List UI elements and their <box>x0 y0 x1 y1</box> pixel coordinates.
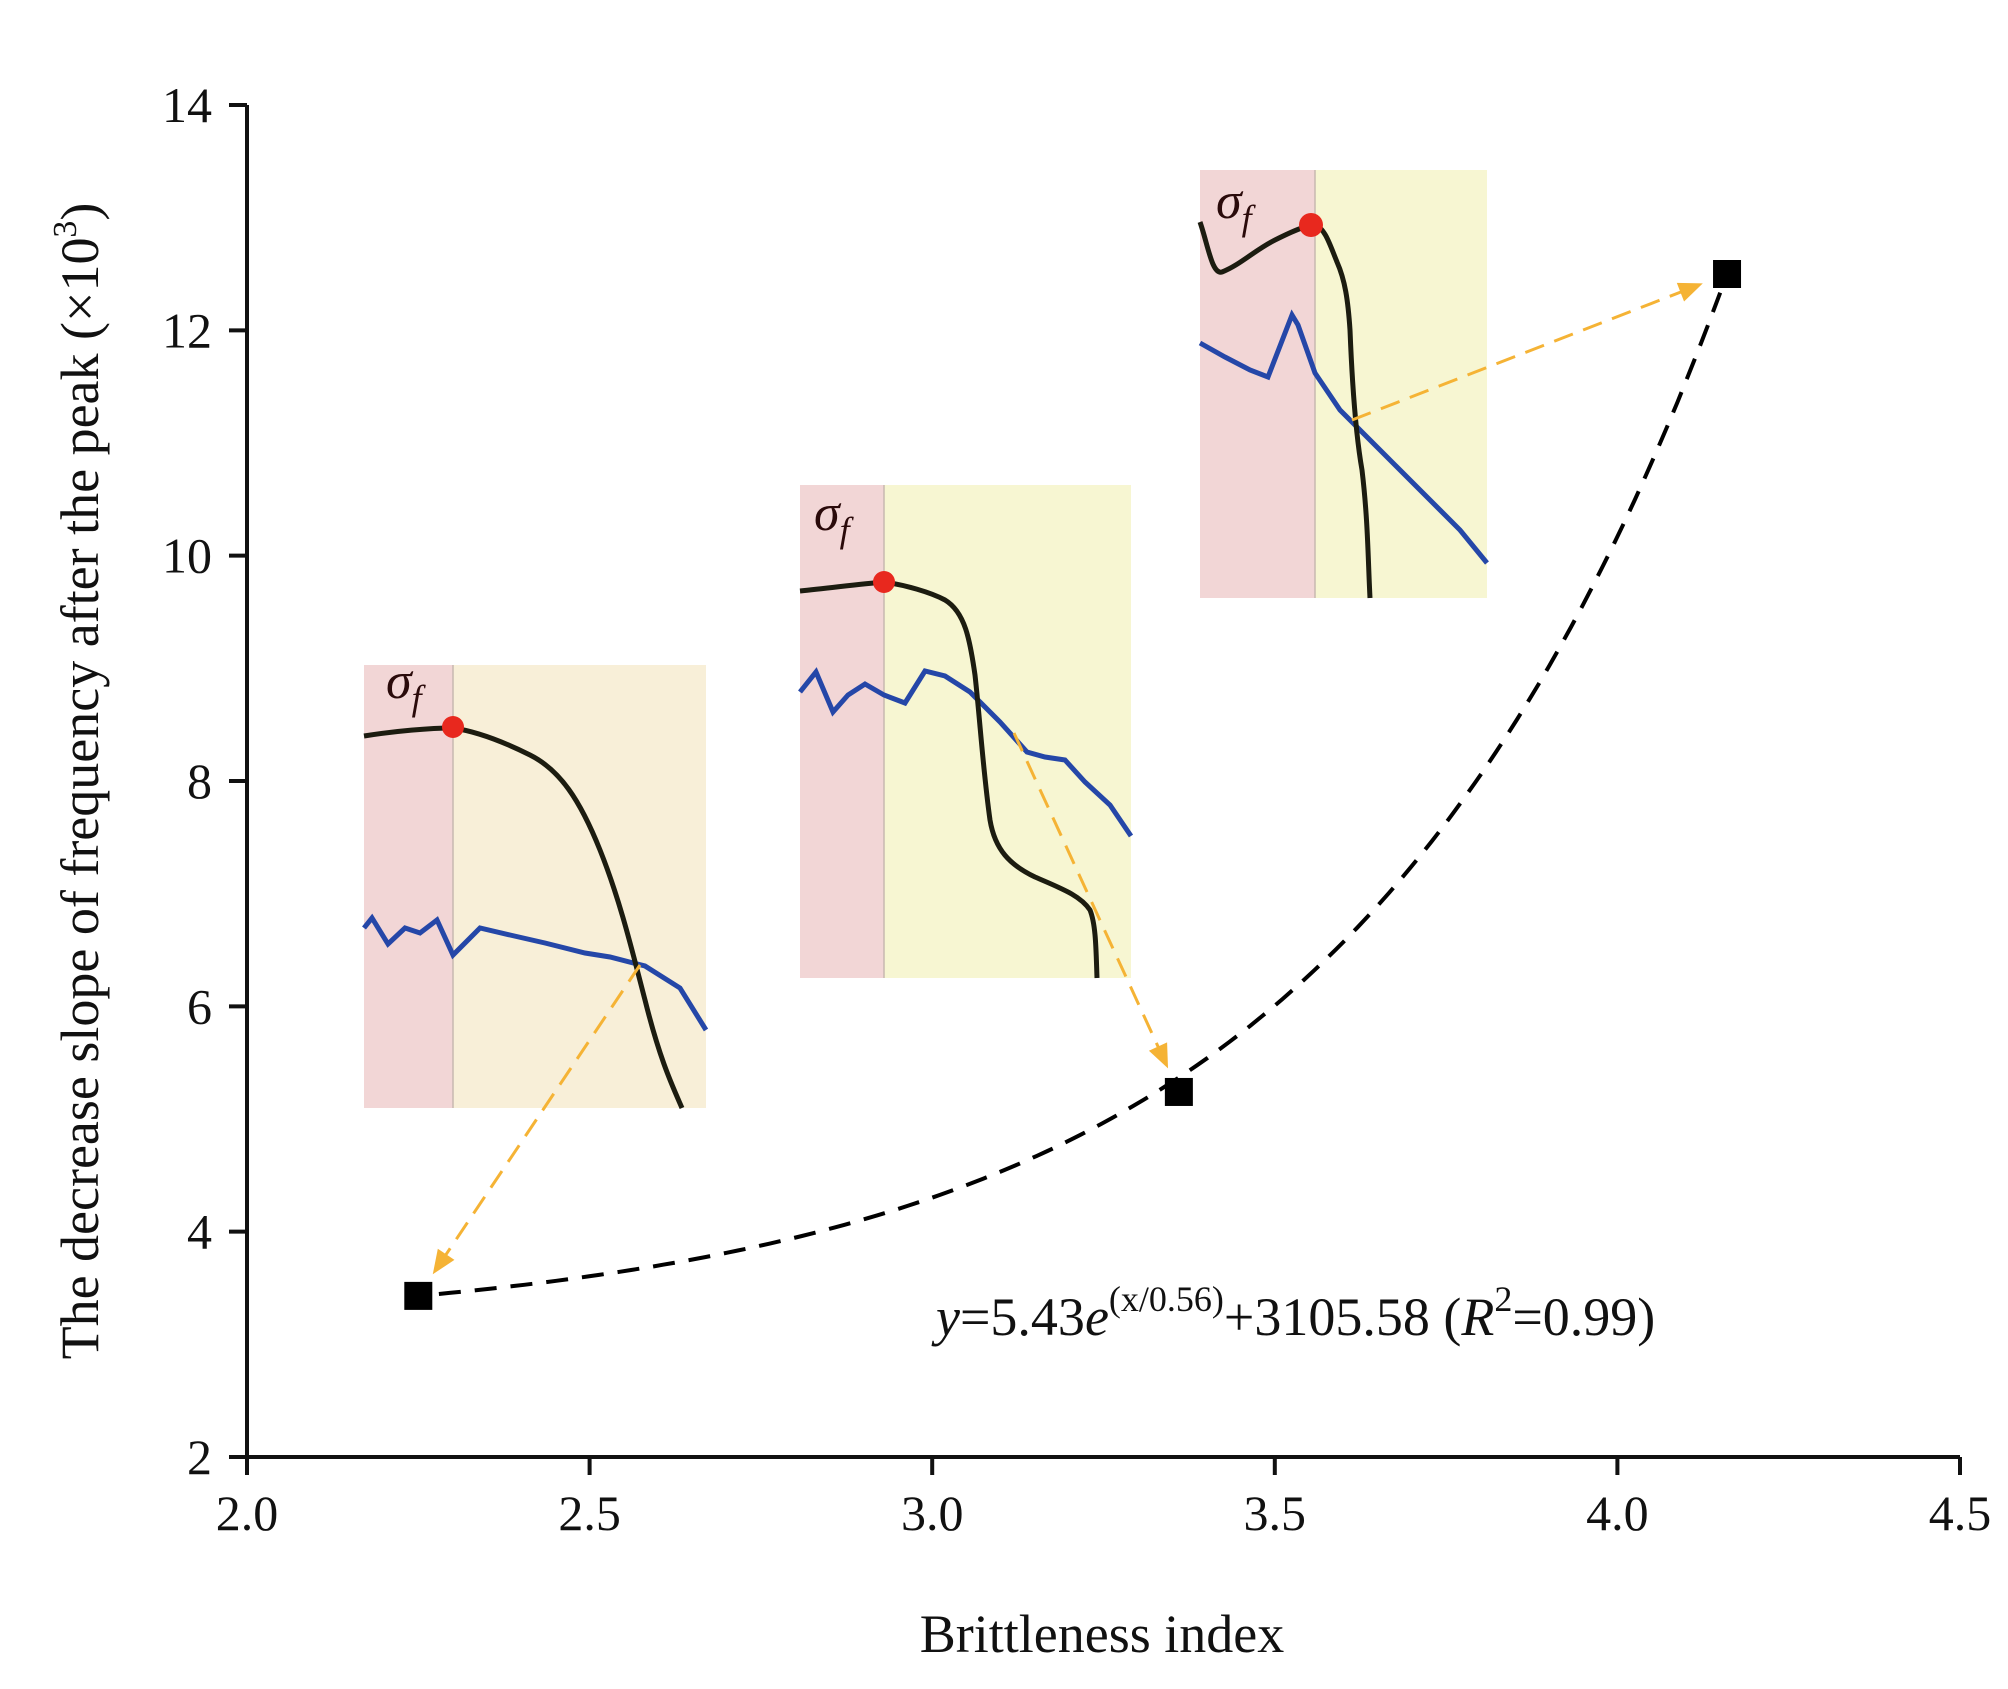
y-tick-label: 6 <box>187 978 212 1034</box>
inset-arrow-line <box>441 964 642 1261</box>
y-tick-label: 8 <box>187 753 212 809</box>
data-point-marker <box>404 1281 433 1310</box>
x-tick-label: 3.0 <box>901 1485 964 1541</box>
x-axis-title: Brittleness index <box>920 1604 1284 1664</box>
inset-2-frequency-curve <box>798 667 1134 838</box>
data-points <box>404 260 1742 1310</box>
inset-arrow-line <box>1012 732 1162 1053</box>
inset-arrows <box>432 282 1703 1275</box>
inset-2-pre-peak-region <box>800 485 884 978</box>
inset-3-peak-marker <box>1299 213 1323 237</box>
data-point-marker <box>1164 1077 1193 1106</box>
inset-1-pre-peak-region <box>364 665 453 1108</box>
inset-arrow-head <box>1148 1042 1169 1069</box>
y-tick-label: 12 <box>162 302 212 358</box>
inset-arrow-head <box>432 1248 455 1275</box>
inset-1-sigma-label: σf <box>386 653 427 718</box>
y-axis-title: The decrease slope of frequency after th… <box>47 203 110 1360</box>
inset-3-pre-peak-region <box>1200 170 1315 598</box>
data-point-marker <box>1713 260 1742 288</box>
y-tick-label: 14 <box>162 77 212 133</box>
inset-arrow-head <box>1676 282 1703 302</box>
inset-1-peak-marker <box>442 716 464 738</box>
inset-1-post-peak-region <box>453 665 706 1108</box>
y-ticks: 2 4 6 8 10 12 14 <box>162 77 247 1485</box>
y-tick-label: 10 <box>162 528 212 584</box>
inset-2: σf <box>798 485 1134 979</box>
y-tick-label: 4 <box>187 1204 212 1260</box>
inset-3: σf <box>1197 170 1489 599</box>
x-tick-label: 4.0 <box>1586 1485 1649 1541</box>
inset-arrow-line <box>1351 288 1687 422</box>
fit-curve <box>438 291 1723 1296</box>
y-tick-label: 2 <box>187 1429 212 1485</box>
x-tick-label: 4.5 <box>1929 1485 1992 1541</box>
fit-equation: y=5.43e(x/0.56)+3105.58 (R2=0.99) <box>931 1279 1655 1347</box>
x-tick-label: 2.5 <box>558 1485 621 1541</box>
x-tick-label: 2.0 <box>216 1485 279 1541</box>
inset-3-stress-curve <box>1197 221 1373 599</box>
inset-2-peak-marker <box>873 571 895 593</box>
inset-1: σf <box>362 653 709 1109</box>
x-tick-label: 3.5 <box>1244 1485 1307 1541</box>
inset-2-sigma-label: σf <box>814 485 855 550</box>
x-ticks: 2.0 2.5 3.0 3.5 4.0 4.5 <box>216 1457 1992 1541</box>
inset-3-frequency-curve <box>1198 309 1489 565</box>
